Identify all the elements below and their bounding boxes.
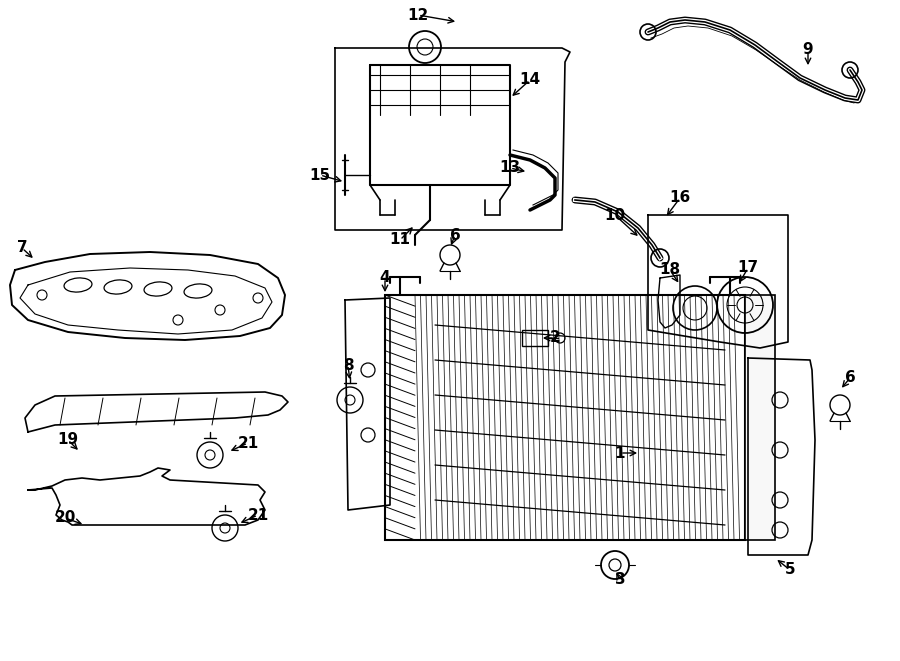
Text: 8: 8 [343, 358, 354, 373]
Text: 5: 5 [785, 563, 796, 578]
Text: 9: 9 [803, 42, 814, 58]
Text: 12: 12 [408, 7, 428, 22]
Text: 6: 6 [844, 371, 855, 385]
Text: 11: 11 [390, 233, 410, 247]
FancyBboxPatch shape [745, 295, 775, 540]
Text: 13: 13 [500, 161, 520, 176]
Text: 7: 7 [17, 241, 27, 256]
Text: 10: 10 [605, 208, 626, 223]
Text: 17: 17 [737, 260, 759, 276]
Text: 21: 21 [238, 436, 258, 451]
Text: 15: 15 [310, 167, 330, 182]
Text: 18: 18 [660, 262, 680, 278]
Text: 21: 21 [248, 508, 268, 522]
Text: 1: 1 [615, 446, 626, 461]
Text: 6: 6 [450, 227, 461, 243]
Text: 3: 3 [615, 572, 626, 588]
Text: 2: 2 [550, 330, 561, 346]
Text: 20: 20 [54, 510, 76, 525]
Text: 4: 4 [380, 270, 391, 286]
Text: 14: 14 [519, 73, 541, 87]
Text: 19: 19 [58, 432, 78, 447]
Text: 16: 16 [670, 190, 690, 206]
